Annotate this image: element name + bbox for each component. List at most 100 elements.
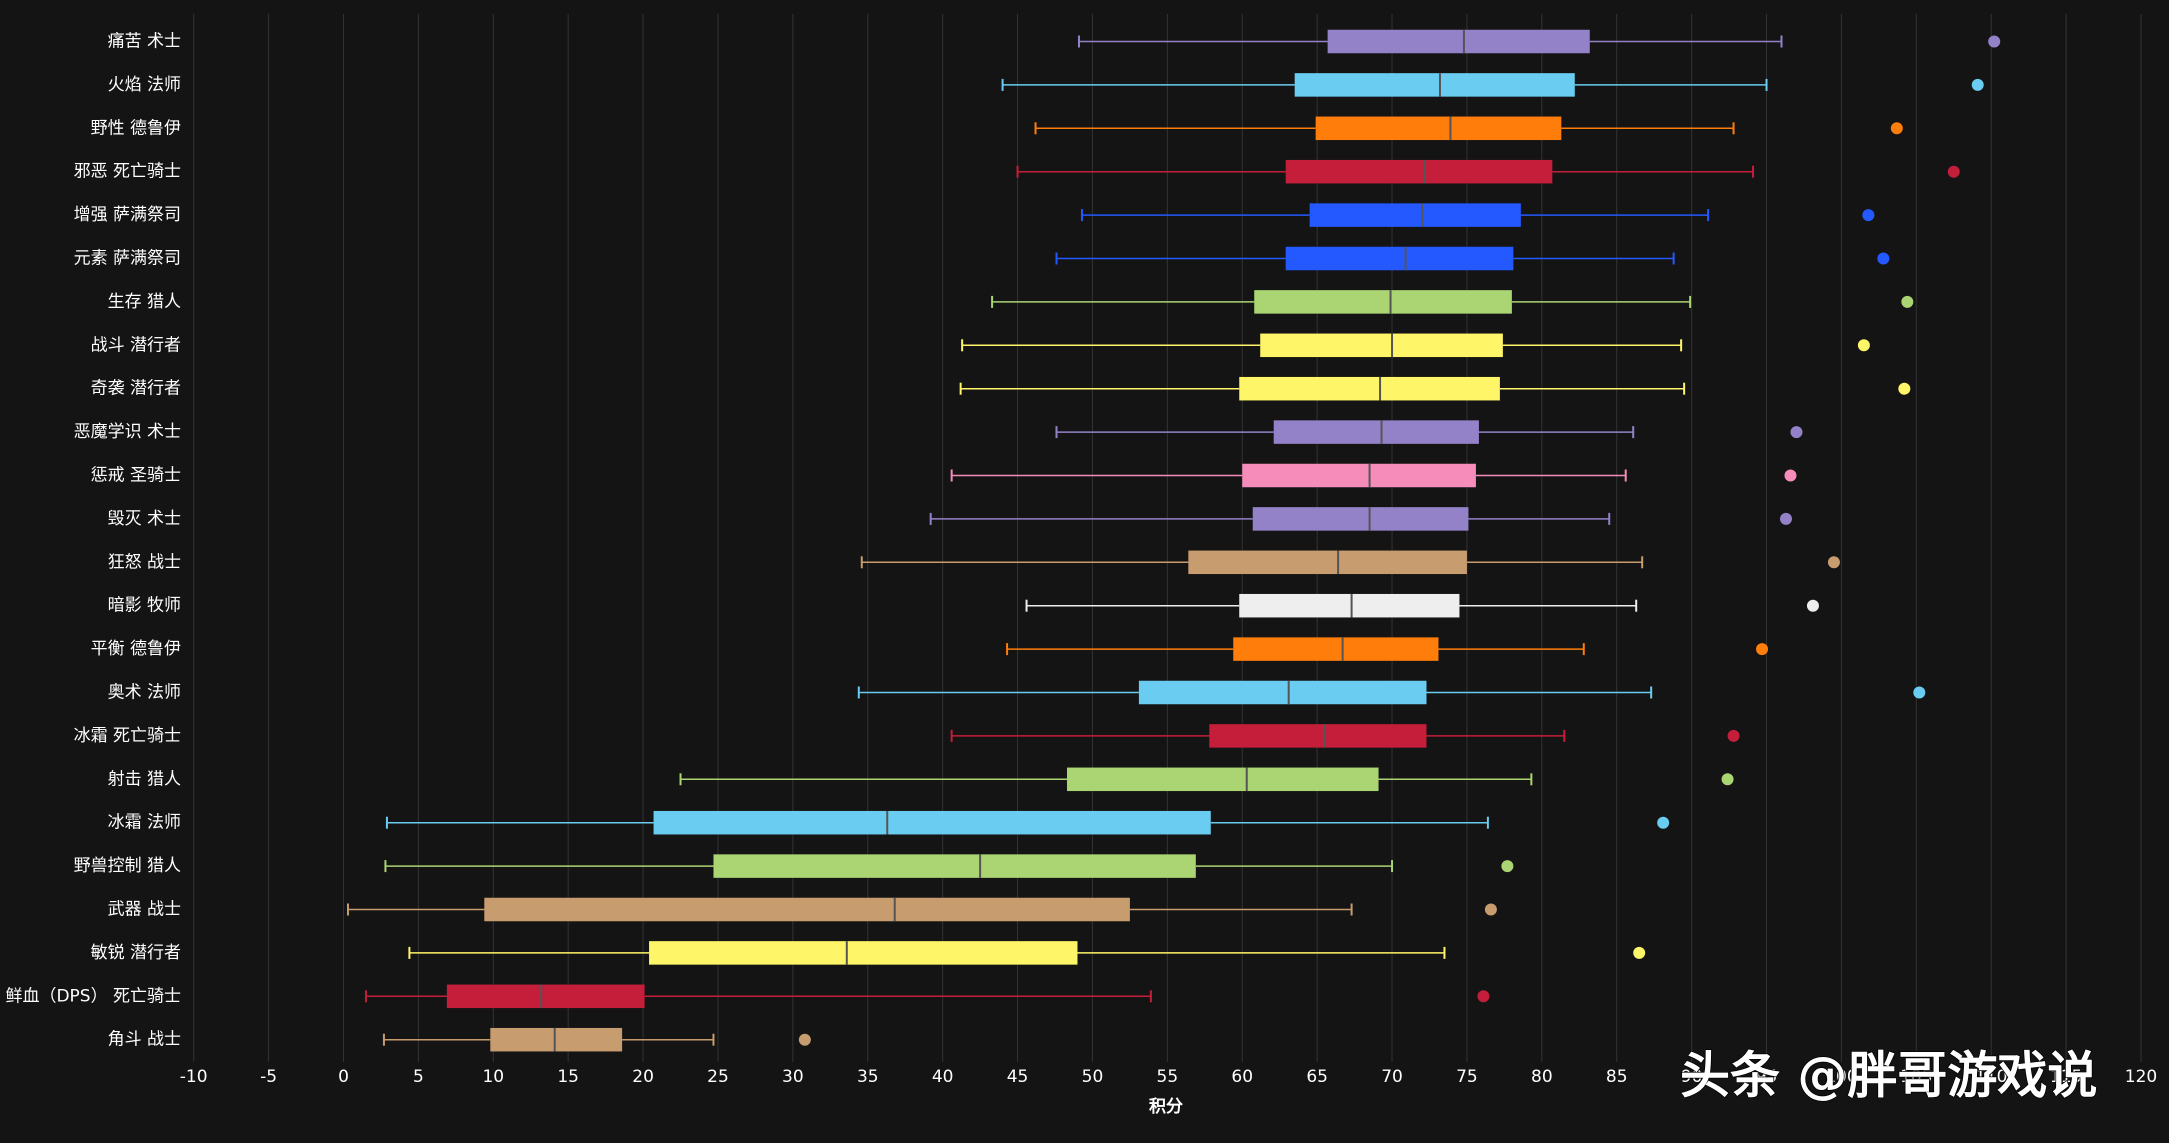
- outlier: [1790, 426, 1803, 439]
- outlier: [1988, 35, 2001, 48]
- outlier: [1477, 990, 1490, 1003]
- y-tick-label: 冰霜 法师: [108, 813, 181, 833]
- x-tick-label: 60: [1231, 1067, 1253, 1087]
- box: [490, 1027, 623, 1052]
- outlier: [1898, 382, 1911, 395]
- x-tick-label: 75: [1456, 1067, 1478, 1087]
- x-tick-label: 55: [1157, 1067, 1179, 1087]
- box: [1242, 463, 1476, 488]
- box: [1273, 420, 1479, 444]
- x-tick-label: 20: [632, 1067, 654, 1087]
- y-tick-label: 毁灭 术士: [108, 509, 181, 529]
- x-tick-label: 10: [482, 1067, 504, 1087]
- y-tick-label: 元素 萨满祭司: [74, 249, 181, 269]
- y-tick-label: 射击 猎人: [108, 769, 181, 789]
- outlier: [1501, 860, 1514, 873]
- x-tick-label: 40: [932, 1067, 954, 1087]
- y-tick-label: 邪恶 死亡骑士: [74, 162, 181, 182]
- x-tick-label: 115: [2050, 1067, 2082, 1087]
- box: [1327, 29, 1590, 54]
- y-tick-label: 冰霜 死亡骑士: [74, 726, 181, 746]
- outlier: [1913, 686, 1926, 699]
- box: [1309, 203, 1521, 227]
- box: [1260, 333, 1503, 358]
- box: [446, 984, 645, 1009]
- y-tick-label: 野兽控制 猎人: [74, 856, 181, 876]
- x-axis-label: 积分: [1149, 1097, 1183, 1117]
- x-tick-label: 35: [857, 1067, 879, 1087]
- y-tick-label: 奇袭 潜行者: [91, 379, 181, 399]
- x-tick-label: 30: [782, 1067, 804, 1087]
- outlier: [1947, 165, 1960, 178]
- box: [1285, 159, 1553, 184]
- box: [653, 810, 1211, 835]
- outlier: [1862, 209, 1875, 222]
- y-tick-label: 增强 萨满祭司: [74, 205, 181, 225]
- watermark: 头条 @胖哥游戏说: [1680, 1047, 2097, 1105]
- outlier: [1971, 78, 1984, 91]
- y-tick-label: 敏锐 潜行者: [91, 943, 181, 963]
- outlier: [1657, 816, 1670, 829]
- x-tick-label: -10: [180, 1067, 208, 1087]
- box: [484, 897, 1130, 922]
- x-tick-label: 120: [2125, 1067, 2157, 1087]
- x-tick-label: 0: [338, 1067, 349, 1087]
- x-tick-label: 45: [1007, 1067, 1029, 1087]
- y-tick-label: 武器 战士: [108, 900, 181, 920]
- box: [1239, 593, 1460, 618]
- x-tick-label: 100: [1825, 1067, 1857, 1087]
- outlier: [1484, 903, 1497, 916]
- box: [1066, 767, 1379, 792]
- outlier: [1806, 599, 1819, 612]
- x-tick-label: 105: [1900, 1067, 1932, 1087]
- y-tick-label: 鲜血（DPS） 死亡骑士: [5, 986, 181, 1006]
- box: [1252, 507, 1469, 531]
- y-tick-label: 狂怒 战士: [108, 552, 181, 572]
- y-tick-label: 痛苦 术士: [108, 32, 181, 52]
- x-tick-label: 65: [1306, 1067, 1328, 1087]
- box: [713, 854, 1196, 878]
- outlier: [1877, 252, 1890, 265]
- y-tick-label: 生存 猎人: [108, 292, 181, 312]
- y-tick-label: 火焰 法师: [108, 75, 181, 95]
- x-tick-label: 85: [1606, 1067, 1628, 1087]
- box: [1294, 73, 1575, 97]
- x-tick-label: 25: [707, 1067, 729, 1087]
- y-tick-label: 角斗 战士: [108, 1030, 181, 1050]
- y-tick-label: 野性 德鲁伊: [91, 118, 181, 138]
- box: [1209, 724, 1427, 748]
- outlier: [1901, 295, 1914, 308]
- x-tick-label: 80: [1531, 1067, 1553, 1087]
- outlier: [1857, 339, 1870, 352]
- outlier: [1721, 773, 1734, 786]
- box: [649, 941, 1078, 965]
- y-tick-label: 平衡 德鲁伊: [91, 639, 181, 659]
- box: [1233, 637, 1439, 661]
- y-tick-label: 恶魔学识 术士: [74, 422, 181, 442]
- outlier: [1779, 512, 1792, 525]
- x-tick-label: 5: [413, 1067, 424, 1087]
- outlier: [798, 1033, 811, 1046]
- box: [1315, 116, 1562, 141]
- y-tick-label: 奥术 法师: [108, 683, 181, 703]
- outlier: [1756, 643, 1769, 656]
- y-tick-label: 战斗 潜行者: [91, 335, 181, 355]
- y-tick-label: 惩戒 圣骑士: [91, 466, 181, 486]
- outlier: [1827, 556, 1840, 569]
- outlier: [1727, 729, 1740, 742]
- box: [1138, 680, 1427, 705]
- outlier: [1890, 122, 1903, 135]
- y-tick-label: 暗影 牧师: [108, 596, 181, 616]
- outlier: [1784, 469, 1797, 482]
- box: [1254, 290, 1512, 314]
- x-tick-label: 50: [1082, 1067, 1104, 1087]
- x-tick-label: 95: [1756, 1067, 1778, 1087]
- x-tick-label: 110: [1975, 1067, 2007, 1087]
- outlier: [1633, 946, 1646, 959]
- x-tick-label: 90: [1681, 1067, 1703, 1087]
- box: [1285, 246, 1514, 271]
- box: [1188, 550, 1467, 575]
- box: [1239, 376, 1500, 401]
- x-tick-label: 15: [557, 1067, 579, 1087]
